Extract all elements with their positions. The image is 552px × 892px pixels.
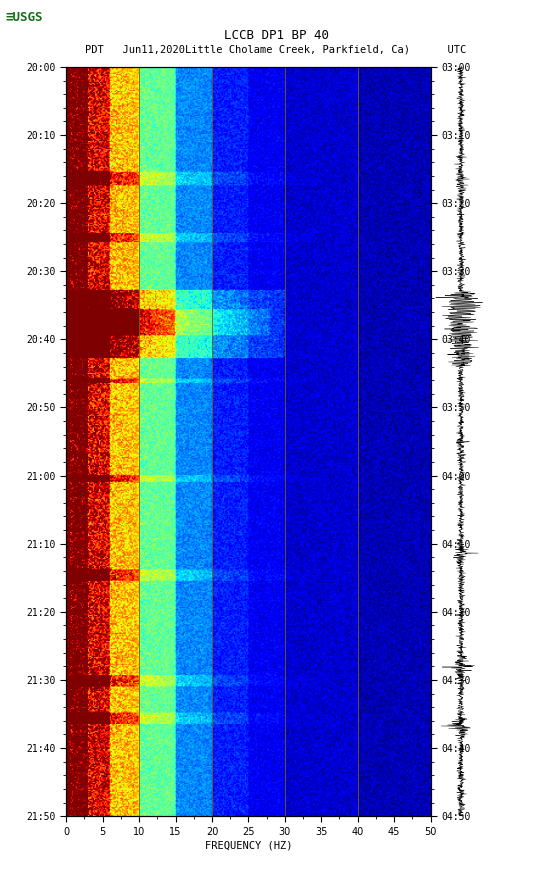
X-axis label: FREQUENCY (HZ): FREQUENCY (HZ) xyxy=(205,841,292,851)
Text: PDT   Jun11,2020Little Cholame Creek, Parkfield, Ca)      UTC: PDT Jun11,2020Little Cholame Creek, Park… xyxy=(86,44,466,54)
Text: LCCB DP1 BP 40: LCCB DP1 BP 40 xyxy=(224,29,328,42)
Text: ≡USGS: ≡USGS xyxy=(6,12,43,24)
